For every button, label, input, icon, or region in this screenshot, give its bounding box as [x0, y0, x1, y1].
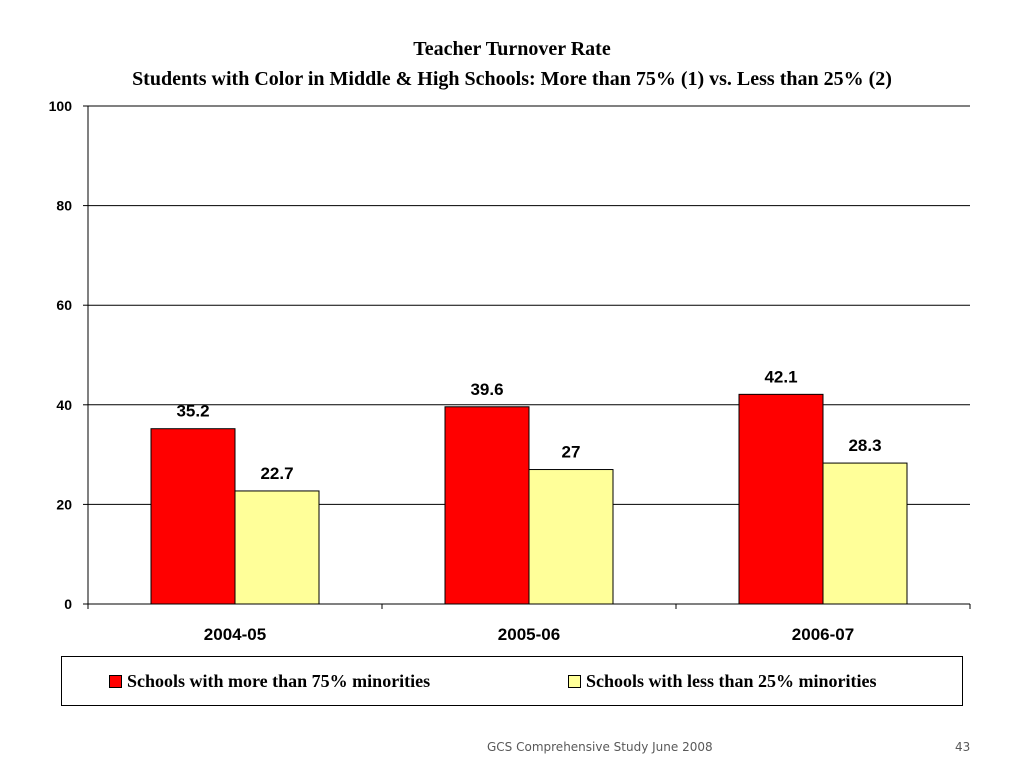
bar-series-1 — [444, 406, 530, 605]
x-tick-label: 2004-05 — [204, 625, 266, 644]
legend-swatch-series-2 — [568, 675, 581, 688]
legend-label-series-2: Schools with less than 25% minorities — [586, 671, 877, 691]
legend-item-series-2: Schools with less than 25% minorities — [568, 671, 877, 692]
data-label: 42.1 — [764, 367, 797, 386]
bar-series-1 — [150, 428, 236, 605]
y-tick-label: 100 — [49, 98, 73, 114]
y-tick-label: 20 — [56, 496, 72, 512]
chart-subtitle: Students with Color in Middle & High Sch… — [132, 68, 892, 90]
chart-title: Teacher Turnover Rate — [413, 38, 611, 60]
data-label: 35.2 — [176, 402, 209, 421]
legend-label-series-1: Schools with more than 75% minorities — [127, 671, 431, 691]
x-tick-label: 2006-07 — [792, 625, 854, 644]
y-tick-label: 60 — [56, 297, 72, 313]
data-label: 27 — [562, 443, 581, 462]
bar-series-1 — [738, 393, 824, 605]
data-label: 28.3 — [848, 436, 881, 455]
data-label: 39.6 — [470, 380, 503, 399]
slide-number: 43 — [955, 740, 971, 754]
bar-series-2 — [822, 462, 908, 605]
chart-legend: Schools with more than 75% minorities Sc… — [61, 656, 963, 706]
y-tick-label: 80 — [56, 198, 72, 214]
legend-swatch-series-1 — [109, 675, 122, 688]
footer-text: GCS Comprehensive Study June 2008 — [487, 740, 713, 754]
y-tick-label: 0 — [64, 596, 72, 612]
legend-item-series-1: Schools with more than 75% minorities — [109, 671, 430, 692]
bar-series-2 — [528, 469, 614, 605]
y-tick-label: 40 — [56, 397, 72, 413]
x-tick-label: 2005-06 — [498, 625, 560, 644]
bar-chart: 0 20 40 60 80 100 35.2 22.7 2004-05 39.6 27 2005-06… — [49, 98, 971, 644]
data-label: 22.7 — [260, 464, 293, 483]
bar-series-2 — [234, 490, 320, 605]
